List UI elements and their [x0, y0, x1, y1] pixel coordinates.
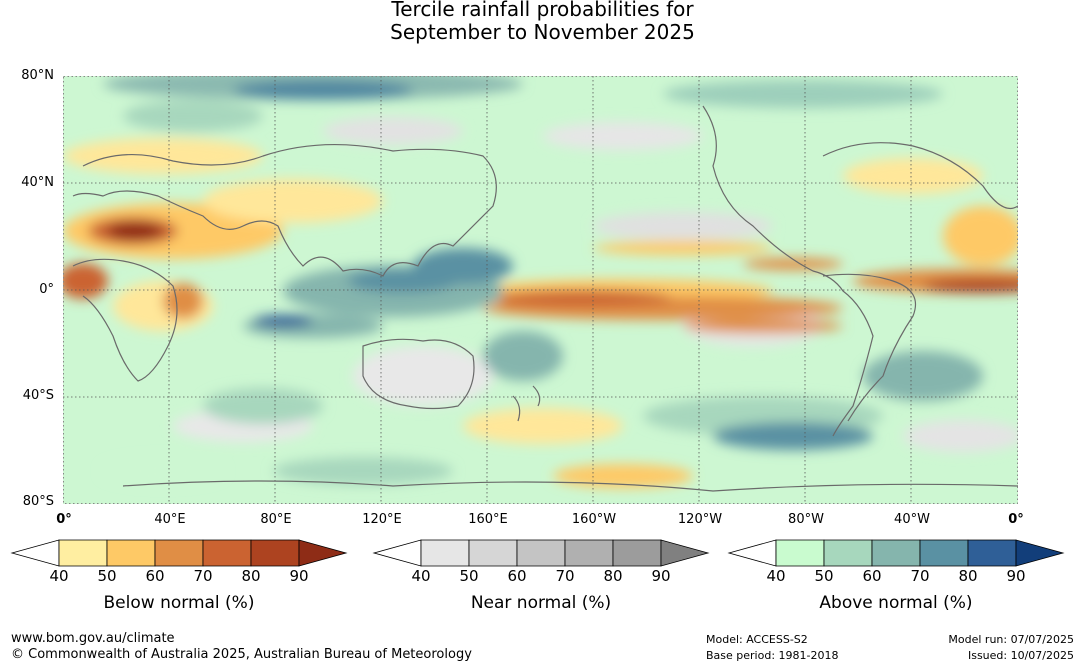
lon-label-120w: 120°W — [677, 512, 723, 527]
near-normal-colorbar — [372, 539, 710, 567]
map-frame — [63, 76, 1018, 504]
footer-base-period: Base period: 1981-2018 — [706, 649, 839, 662]
lon-label-80e: 80°E — [260, 512, 292, 527]
near-tick-60: 60 — [507, 567, 527, 585]
below-tick-90: 90 — [289, 567, 309, 585]
colorbar-segment-3 — [871, 539, 921, 567]
colorbar-segment-4 — [564, 539, 614, 567]
near-tick-90: 90 — [651, 567, 671, 585]
near-tick-40: 40 — [411, 567, 431, 585]
colorbar-low-extension — [727, 539, 777, 567]
colorbar-segment-5 — [967, 539, 1017, 567]
colorbar-segment-2 — [106, 539, 156, 567]
map-coastlines — [72, 105, 1018, 492]
near-tick-80: 80 — [603, 567, 623, 585]
colorbar-segment-3 — [516, 539, 566, 567]
above-normal-title: Above normal (%) — [819, 593, 973, 613]
lon-label-40w: 40°W — [894, 512, 930, 527]
footer-copyright: © Commonwealth of Australia 2025, Austra… — [11, 647, 472, 662]
map-title-line1: Tercile rainfall probabilities for — [391, 0, 694, 21]
map-title: Tercile rainfall probabilities for Septe… — [0, 0, 1085, 44]
map-graticule — [63, 76, 1018, 504]
colorbar-segment-5 — [612, 539, 662, 567]
colorbar-segment-2 — [823, 539, 873, 567]
colorbar-high-extension — [298, 539, 348, 567]
near-tick-70: 70 — [555, 567, 575, 585]
above-tick-50: 50 — [814, 567, 834, 585]
lat-label-0: 0° — [39, 282, 54, 297]
below-tick-50: 50 — [97, 567, 117, 585]
colorbar-low-extension — [10, 539, 60, 567]
lat-label-40n: 40°N — [21, 175, 54, 190]
colorbar-segment-2 — [468, 539, 518, 567]
lon-label-40e: 40°E — [154, 512, 186, 527]
colorbar-segment-1 — [420, 539, 470, 567]
above-tick-60: 60 — [862, 567, 882, 585]
footer-model: Model: ACCESS-S2 — [706, 633, 808, 646]
colorbar-segment-1 — [58, 539, 108, 567]
above-tick-70: 70 — [910, 567, 930, 585]
below-normal-colorbar — [10, 539, 348, 567]
map-canvas — [63, 76, 1018, 504]
above-tick-90: 90 — [1006, 567, 1026, 585]
lat-label-80s: 80°S — [22, 494, 54, 509]
above-tick-40: 40 — [766, 567, 786, 585]
lat-label-80n: 80°N — [21, 68, 54, 83]
footer-website: www.bom.gov.au/climate — [11, 631, 175, 646]
below-tick-80: 80 — [241, 567, 261, 585]
lon-label-80w: 80°W — [788, 512, 824, 527]
near-tick-50: 50 — [459, 567, 479, 585]
lon-label-0-right: 0° — [1008, 512, 1024, 527]
lat-label-40s: 40°S — [22, 388, 54, 403]
lon-label-160e: 160°E — [468, 512, 508, 527]
above-normal-colorbar — [727, 539, 1065, 567]
lon-label-120e: 120°E — [362, 512, 402, 527]
footer-model-info: Model: ACCESS-S2 Base period: 1981-2018 — [706, 632, 838, 664]
footer-model-run: Model run: 07/07/2025 — [948, 633, 1074, 646]
colorbar-high-extension — [1015, 539, 1065, 567]
colorbar-low-extension — [372, 539, 422, 567]
colorbar-segment-3 — [154, 539, 204, 567]
footer-dates: Model run: 07/07/2025 Issued: 10/07/2025 — [948, 632, 1074, 664]
footer-issued: Issued: 10/07/2025 — [967, 649, 1074, 662]
below-tick-60: 60 — [145, 567, 165, 585]
colorbar-segment-5 — [250, 539, 300, 567]
lon-label-0-left: 0° — [56, 512, 72, 527]
map-title-line2: September to November 2025 — [390, 20, 695, 44]
lon-label-160w: 160°W — [571, 512, 617, 527]
colorbar-high-extension — [660, 539, 710, 567]
rainfall-probability-map — [63, 76, 1018, 504]
colorbar-segment-4 — [202, 539, 252, 567]
near-normal-title: Near normal (%) — [470, 593, 612, 613]
below-tick-40: 40 — [49, 567, 69, 585]
below-normal-title: Below normal (%) — [103, 593, 255, 613]
colorbar-segment-4 — [919, 539, 969, 567]
below-tick-70: 70 — [193, 567, 213, 585]
colorbar-segment-1 — [775, 539, 825, 567]
above-tick-80: 80 — [958, 567, 978, 585]
footer-left: www.bom.gov.au/climate © Commonwealth of… — [11, 631, 472, 663]
